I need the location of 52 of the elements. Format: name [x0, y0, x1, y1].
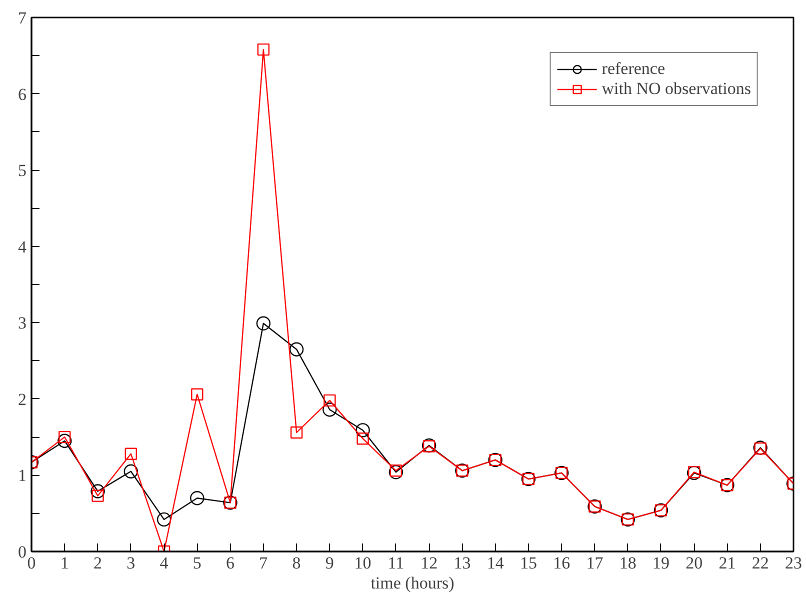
y-tick-label: 3 — [18, 314, 26, 333]
legend-label: with NO observations — [602, 79, 751, 99]
point — [390, 464, 402, 477]
x-axis-title: time (hours) — [370, 574, 454, 592]
x-tick-label: 12 — [420, 554, 438, 572]
y-tick-label: 7 — [18, 8, 27, 28]
point — [190, 491, 204, 506]
y-tick-label: 4 — [18, 237, 27, 256]
x-tick-label: 13 — [454, 554, 471, 572]
x-tick-label: 6 — [226, 554, 235, 572]
point — [124, 448, 137, 460]
point — [290, 426, 303, 439]
x-tick-label: 23 — [785, 554, 802, 572]
point — [289, 342, 304, 356]
x-tick-label: 3 — [126, 554, 136, 572]
point — [90, 484, 105, 498]
x-tick-label: 14 — [486, 554, 504, 572]
point — [124, 464, 138, 478]
x-tick-label: 8 — [292, 554, 301, 572]
point — [191, 388, 204, 400]
y-tick-label: 1 — [18, 466, 26, 486]
point — [58, 430, 71, 444]
x-tick-label: 1 — [60, 554, 69, 572]
x-tick-label: 16 — [553, 554, 570, 572]
x-tick-label: 15 — [520, 554, 537, 572]
x-tick-label: 5 — [192, 554, 202, 572]
legend-label: reference — [602, 59, 665, 79]
y-tick-label: 5 — [18, 161, 26, 180]
x-tick-label: 22 — [752, 554, 769, 572]
point — [356, 423, 370, 438]
y-tick-label: 2 — [18, 390, 26, 409]
point — [156, 512, 172, 527]
x-tick-label: 2 — [94, 554, 102, 572]
x-tick-label: 10 — [354, 554, 372, 572]
x-tick-label: 19 — [652, 554, 670, 572]
point — [58, 434, 72, 448]
point — [356, 432, 369, 445]
point — [256, 316, 271, 330]
point — [388, 465, 404, 480]
point — [92, 490, 104, 502]
x-tick-label: 21 — [718, 554, 736, 572]
x-tick-label: 17 — [586, 554, 604, 572]
point — [257, 43, 270, 56]
x-tick-label: 4 — [160, 554, 169, 572]
point — [322, 402, 337, 417]
point — [324, 394, 336, 407]
x-tick-label: 11 — [388, 554, 404, 572]
x-tick-label: 18 — [619, 554, 636, 572]
y-tick-label: 6 — [18, 84, 26, 104]
x-tick-label: 20 — [686, 554, 703, 572]
x-tick-label: 7 — [259, 554, 268, 572]
x-tick-label: 9 — [325, 554, 334, 572]
